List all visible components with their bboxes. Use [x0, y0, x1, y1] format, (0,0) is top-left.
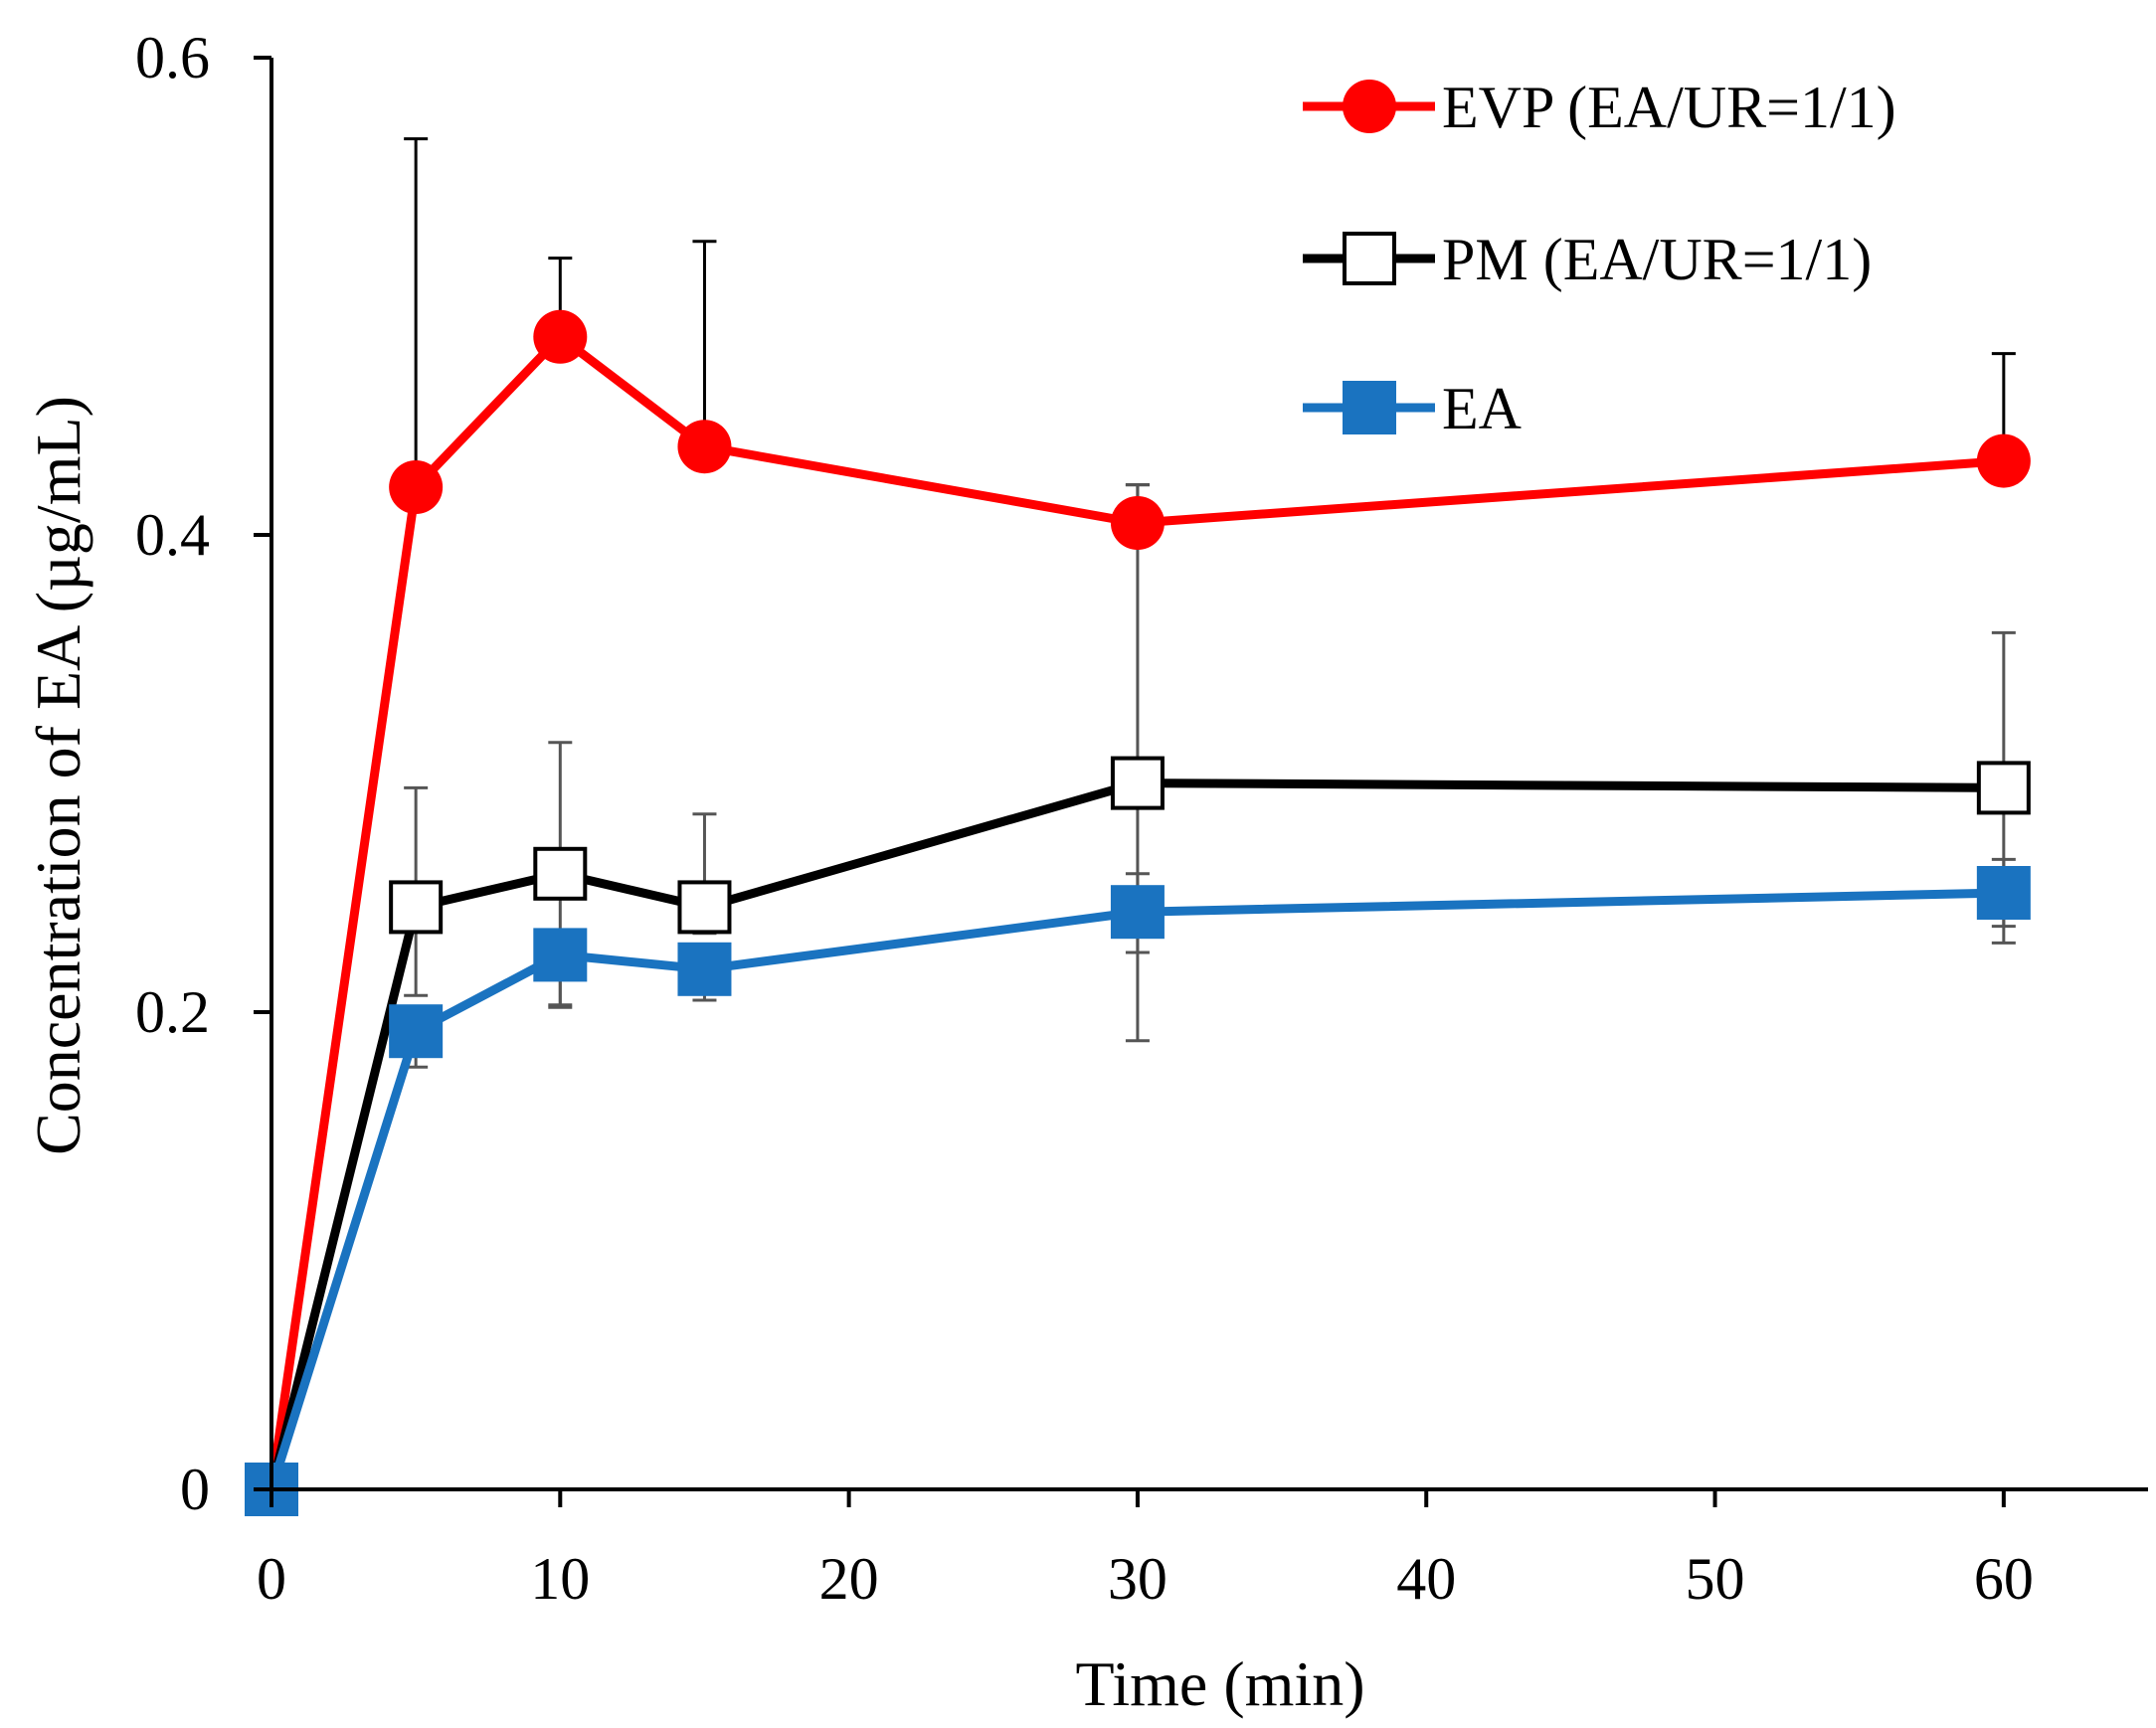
x-axis-title: Time (min) [1076, 1648, 1365, 1719]
x-tick-label: 30 [1108, 1546, 1168, 1612]
legend-label: EVP (EA/UR=1/1) [1442, 75, 1896, 140]
series-line-3 [267, 888, 2004, 1491]
series-lines [267, 332, 2005, 1491]
legend: EVP (EA/UR=1/1) PM (EA/UR=1/1) EA [1303, 75, 1896, 441]
data-point [533, 846, 588, 901]
data-point [677, 420, 732, 474]
data-point [533, 928, 588, 982]
legend-label: PM (EA/UR=1/1) [1442, 227, 1872, 292]
legend-label: EA [1442, 376, 1522, 441]
x-tick-label: 10 [530, 1546, 590, 1612]
data-point [677, 942, 732, 996]
data-point [533, 309, 588, 364]
data-point [1976, 866, 2031, 920]
series-line-2 [267, 778, 2004, 1491]
x-tick-label: 60 [1974, 1546, 2034, 1612]
data-point [389, 460, 444, 514]
legend-marker [1343, 381, 1396, 434]
data-point [1976, 761, 2031, 815]
y-tick-label: 0 [180, 1457, 210, 1522]
legend-marker [1343, 232, 1396, 285]
data-point [1976, 433, 2031, 488]
data-point [1110, 885, 1165, 940]
x-tick-label: 0 [257, 1546, 286, 1612]
y-axis-title: Concentration of EA (µg/mL) [23, 396, 93, 1155]
data-point [1110, 496, 1165, 550]
x-tick-label: 40 [1396, 1546, 1456, 1612]
axes: 0 0.2 0.4 0.6 0 10 20 30 40 50 60 [135, 25, 2148, 1612]
series-line-1 [267, 332, 2005, 1490]
y-tick-label: 0.4 [135, 502, 210, 568]
y-tick-label: 0.2 [135, 979, 210, 1045]
x-tick-label: 20 [819, 1546, 879, 1612]
data-point [1110, 756, 1165, 810]
data-point [389, 880, 444, 935]
data-point [389, 1004, 444, 1059]
x-tick-label: 50 [1686, 1546, 1745, 1612]
legend-marker [1343, 80, 1396, 133]
y-tick-label: 0.6 [135, 25, 210, 90]
data-point [677, 880, 732, 935]
